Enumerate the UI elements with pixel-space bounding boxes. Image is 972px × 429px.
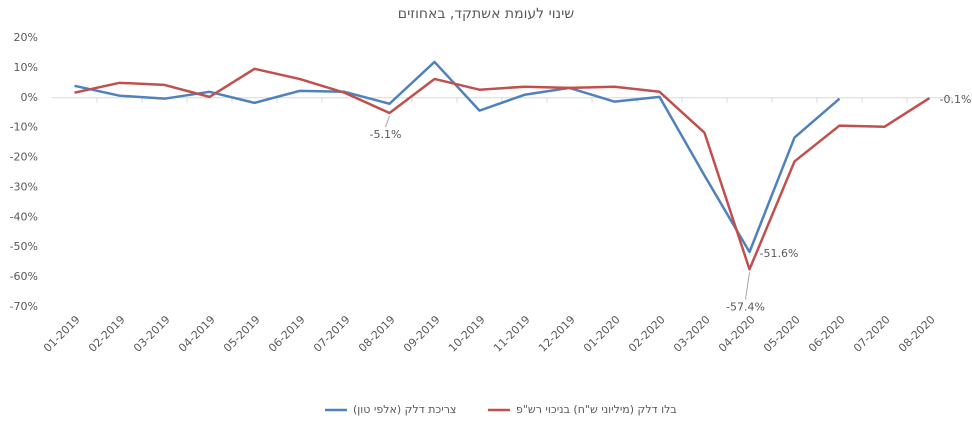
x-tick-label: 04-2019 [176, 313, 218, 355]
x-tick-label: 07-2019 [311, 313, 353, 355]
x-tick-label: 08-2019 [356, 313, 398, 355]
leader-line [745, 272, 750, 300]
legend-label: בלו דלק (מיליוני ש"ח) בניכוי רש"פ [516, 403, 677, 416]
x-tick-label: 05-2020 [761, 313, 803, 355]
data-label: -5.1% [370, 128, 402, 141]
x-tick-label: 12-2019 [536, 313, 578, 355]
y-tick-label: -30% [10, 180, 38, 193]
x-tick-label: 10-2019 [446, 313, 488, 355]
x-tick-label: 08-2020 [896, 313, 938, 355]
leader-line [385, 115, 390, 128]
y-tick-label: -70% [10, 300, 38, 313]
x-tick-label: 03-2019 [131, 313, 173, 355]
data-label: -51.6% [760, 247, 799, 260]
x-tick-label: 06-2020 [806, 313, 848, 355]
x-tick-label: 11-2019 [491, 313, 533, 355]
x-tick-label: 03-2020 [671, 313, 713, 355]
x-tick-label: 01-2020 [581, 313, 623, 355]
y-tick-label: -10% [10, 121, 38, 134]
y-tick-label: -60% [10, 270, 38, 283]
x-tick-label: 09-2019 [401, 313, 443, 355]
series-line [74, 67, 931, 271]
x-tick-label: 04-2020 [716, 313, 758, 355]
y-tick-label: -50% [10, 240, 38, 253]
y-tick-label: -20% [10, 151, 38, 164]
x-tick-label: 06-2019 [266, 313, 308, 355]
x-tick-label: 02-2019 [86, 313, 128, 355]
legend-label: צריכת דלק (אלפי טון) [353, 403, 456, 416]
x-tick-label: 01-2019 [41, 313, 83, 355]
chart-title: שינוי לעומת אשתקד, באחוזים [398, 6, 574, 22]
y-tick-label: 20% [14, 31, 38, 44]
data-label: -57.4% [726, 300, 765, 313]
y-tick-label: 10% [14, 61, 38, 74]
y-tick-label: 0% [21, 91, 38, 104]
y-tick-label: -40% [10, 210, 38, 223]
series-line [74, 60, 841, 254]
x-tick-label: 02-2020 [626, 313, 668, 355]
data-label: -0.1% [940, 93, 972, 106]
x-tick-label: 07-2020 [851, 313, 893, 355]
x-tick-label: 05-2019 [221, 313, 263, 355]
